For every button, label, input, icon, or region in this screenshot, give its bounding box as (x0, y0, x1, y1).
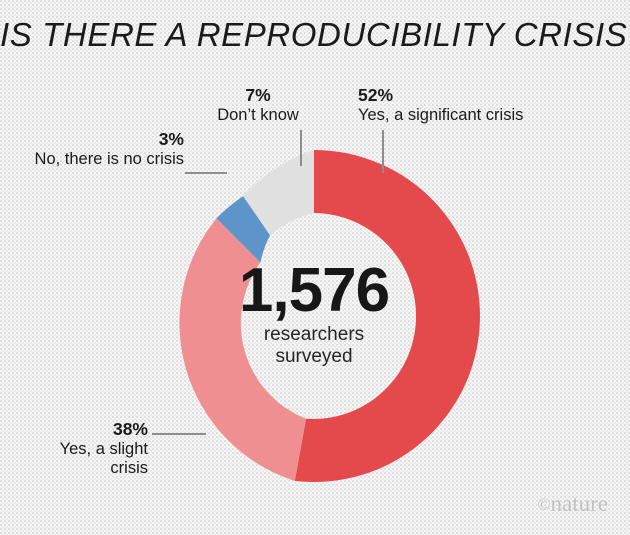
callout-no-crisis-label: No, there is no crisis (34, 150, 184, 168)
leader-line-dont-know (300, 130, 302, 166)
callout-slight-crisis-percent: 38% (112, 419, 148, 439)
slice-no-there-is-no-crisis[interactable] (216, 196, 271, 263)
callout-no-crisis: 3% No, there is no crisis (18, 130, 184, 169)
callout-significant-crisis: 52% Yes, a significant crisis (358, 86, 598, 125)
slice-dont-know[interactable] (243, 150, 314, 236)
page-title: IS THERE A REPRODUCIBILITY CRISIS? (0, 16, 630, 53)
leader-line-no-crisis (185, 172, 227, 174)
callout-dont-know: 7% Don’t know (196, 86, 320, 125)
slice-yes-slight-crisis[interactable] (179, 218, 307, 481)
callout-dont-know-label: Don’t know (217, 106, 299, 124)
nature-wordmark: nature (550, 491, 608, 516)
leader-line-significant (382, 130, 384, 173)
callout-slight-crisis-label: Yes, a slight crisis (59, 440, 148, 477)
callout-significant-crisis-label: Yes, a significant crisis (358, 106, 524, 124)
nature-credit: ©nature (538, 491, 608, 517)
callout-slight-crisis: 38% Yes, a slight crisis (18, 420, 148, 478)
callout-significant-crisis-percent: 52% (358, 85, 394, 105)
callout-no-crisis-percent: 3% (158, 129, 184, 149)
copyright-icon: © (537, 495, 551, 514)
leader-line-slight (152, 433, 206, 435)
callout-dont-know-percent: 7% (245, 85, 271, 105)
donut-chart-svg (179, 150, 480, 482)
slice-yes-significant-crisis[interactable] (294, 150, 480, 482)
donut-chart (148, 150, 480, 482)
